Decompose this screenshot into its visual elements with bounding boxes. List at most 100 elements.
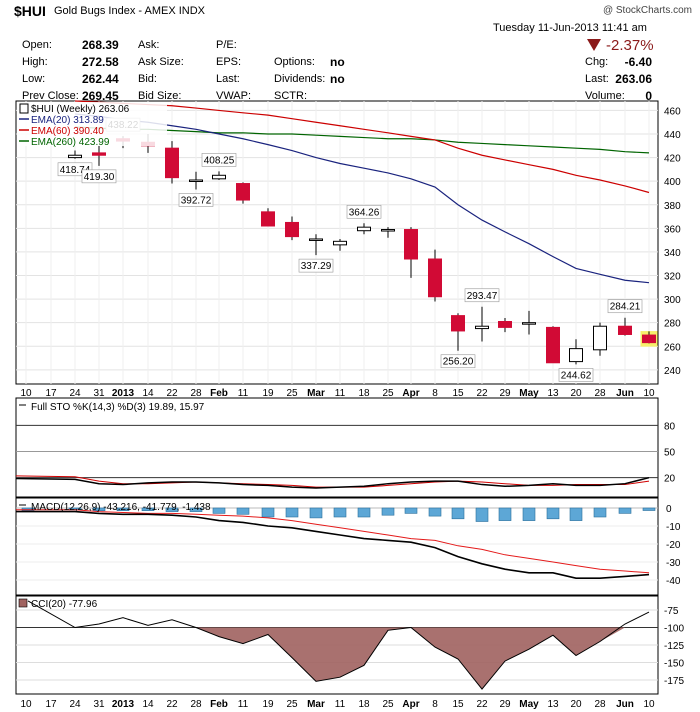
cci-x-tick-21: May [519,699,539,710]
price-x-tick-13: 11 [335,388,346,399]
macd-axis-label: -40 [666,576,681,587]
subtitle: Gold Bugs Index - AMEX INDX [54,5,206,17]
annotation-box [201,153,237,167]
macd-histogram-bar [189,507,203,512]
macd-histogram-bar [475,507,489,522]
options-label: Options: [274,56,315,68]
volume-label: Volume: [585,90,625,102]
cci-x-tick-5: 14 [142,699,154,710]
macd-histogram-bar [451,507,465,520]
price-legend-1: EMA(20) 313.89 [31,115,104,126]
macd-signal-line [16,509,650,574]
macd-axis-label: -30 [666,558,681,569]
cci-x-tick-6: 22 [166,699,178,710]
cci-x-tick-17: 8 [432,699,438,710]
candle [498,321,512,328]
price-x-tick-3: 31 [93,388,105,399]
annotation-box [81,169,117,184]
sto-axis-label: 80 [664,421,676,432]
dividends-value: no [330,72,345,86]
cci-x-tick-22: 13 [547,699,559,710]
price-x-tick-5: 14 [142,388,154,399]
cci-x-tick-20: 29 [499,699,511,710]
candle [569,348,583,363]
vwap-label: VWAP: [216,90,252,102]
macd-histogram-bar [404,507,418,514]
copyright[interactable]: @ StockCharts.com [602,5,692,16]
chg-label: Chg: [585,56,609,68]
price-x-tick-1: 17 [45,388,57,399]
macd-axis-label: 0 [666,504,672,515]
price-annotation: 293.47 [467,291,498,302]
price-x-tick-15: 25 [382,388,394,399]
macd-axis-label: -20 [666,540,681,551]
ema260-line [74,126,650,154]
macd-histogram-bar [381,507,395,516]
price-axis-label: 420 [664,154,681,165]
price-axis-label: 320 [664,272,681,283]
price-legend-0: $HUI (Weekly) 263.06 [31,104,130,115]
candle [212,174,226,180]
cci-x-tick-2: 24 [69,699,81,710]
candle [451,315,465,332]
last-value: 263.06 [615,72,652,86]
price-x-tick-24: 28 [594,388,606,399]
last-label: Last: [585,73,609,85]
cci-axis-label: -125 [664,641,684,652]
low-label: Low: [22,73,46,85]
macd-histogram-bar [593,507,607,518]
price-x-tick-18: 15 [452,388,464,399]
annotation-box [464,288,500,303]
cci-x-tick-19: 22 [476,699,488,710]
price-x-tick-12: Mar [307,388,325,399]
dividends-label: Dividends: [274,73,326,85]
cci-x-tick-3: 31 [93,699,105,710]
macd-histogram-bar [285,507,299,518]
sto-k-line [15,476,650,489]
candle [333,240,347,246]
ema60-line [74,100,650,194]
annotation-box [558,368,594,382]
macd-legend: MACD(12,26,9) -43.216, -41.779, -1.438 [31,502,211,513]
ema20-line [74,113,650,284]
macd-histogram-bar [333,507,347,518]
price-x-tick-22: 13 [547,388,559,399]
price-x-tick-14: 18 [358,388,370,399]
prev-close-value: 269.45 [82,89,119,103]
price-x-tick-8: Feb [210,388,228,399]
price-x-tick-20: 29 [499,388,511,399]
quote-header: $HUI Gold Bugs Index - AMEX INDX @ Stock… [0,0,700,103]
price-x-tick-2: 24 [69,388,81,399]
macd-histogram-bar [357,507,371,518]
macd-histogram-bar [569,507,583,521]
macd-histogram-bar [522,507,536,521]
macd-line [16,510,650,580]
cci-axis-label: -100 [664,624,684,635]
price-annotation: 392.72 [181,195,212,206]
cci-x-tick-18: 15 [452,699,464,710]
cci-oversold-area [28,627,649,690]
prev-close-label: Prev Close: [22,90,79,102]
candle-legend-icon [19,103,29,114]
cci-x-tick-10: 19 [262,699,274,710]
price-x-tick-17: 8 [432,388,438,399]
price-x-tick-16: Apr [402,388,419,399]
price-annotation: 337.29 [301,261,332,272]
price-axis-label: 240 [664,366,681,377]
price-x-tick-26: 10 [643,388,655,399]
cci-x-tick-23: 20 [570,699,582,710]
cci-x-tick-14: 18 [358,699,370,710]
sto-legend: Full STO %K(14,3) %D(3) 19.89, 15.97 [31,402,205,413]
candle [189,179,203,183]
candle [475,325,489,330]
price-legend-2: EMA(60) 390.40 [31,126,104,137]
macd-histogram-bar [141,507,155,511]
price-axis-label: 380 [664,201,681,212]
candle [165,147,179,179]
cci-x-tick-12: Mar [307,699,325,710]
price-axis-label: 300 [664,295,681,306]
bid-size-label: Bid Size: [138,90,182,102]
cci-x-tick-8: Feb [210,699,228,710]
macd-axis-label: -10 [666,522,681,533]
macd-histogram-bar [236,507,250,515]
